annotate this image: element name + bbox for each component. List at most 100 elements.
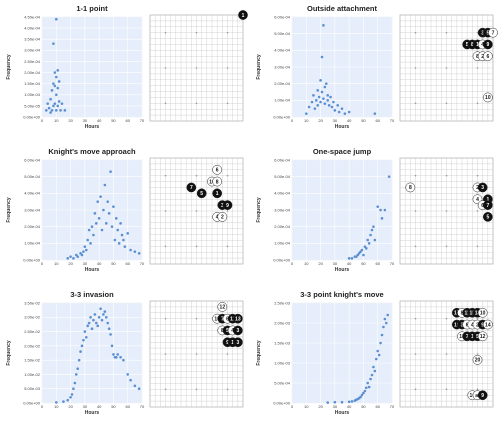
star-point [414,353,417,355]
star-point [226,102,229,105]
star-point [414,245,417,248]
data-point [126,232,130,235]
x-tick-label: 50 [361,404,366,409]
data-point [112,353,115,356]
x-tick-label: 20 [318,118,323,123]
y-tick-label: 1.00e-02 [24,372,41,377]
stone-number: 4 [231,328,234,334]
white-stone [488,27,498,38]
data-point [376,349,380,353]
plot-area [41,302,143,404]
data-point [84,335,88,339]
stone-number: 17 [454,311,460,317]
chart-title: Outside attachment [307,4,378,13]
black-stone [482,212,493,222]
data-point [129,378,132,382]
data-point [93,212,97,215]
x-axis-label: Hours [335,267,350,273]
data-point [70,393,74,396]
stone-number: 13 [475,311,481,317]
stone-number: 8 [409,185,412,191]
white-stone [212,164,223,175]
chart-panel-6: 3-3 point knight's move 0 10 20 30 40 50 60 70 0.… [256,290,395,416]
star-point [164,174,167,177]
star-point [226,210,229,212]
data-point [330,105,334,109]
stone-number: 1 [242,13,245,19]
x-axis-label: Hours [85,124,100,130]
data-point [52,82,55,85]
star-point [226,353,229,355]
x-tick-label: 10 [54,404,59,409]
star-point [226,388,229,391]
stone-number: 19 [454,322,460,328]
data-point [112,205,115,208]
data-point [87,228,91,232]
star-point [414,388,417,391]
stone-number: 5 [466,42,469,48]
white-stone [212,176,223,187]
star-point [476,102,479,105]
x-tick-label: 30 [83,404,88,409]
data-point [364,386,368,390]
data-point [80,344,84,348]
data-point [386,313,390,317]
stone-number: 2 [476,322,479,328]
y-tick-label: 3.50e-02 [24,300,41,305]
data-point [369,233,372,237]
star-point [445,102,448,105]
stone-number: 3 [461,322,464,328]
star-point [476,388,479,391]
stone-number: 2 [481,54,484,60]
stone-number: 9 [481,322,484,328]
data-point [316,89,320,92]
stone-number: 10 [485,95,491,101]
y-tick-label: 5.00e-04 [274,31,291,36]
black-stone [186,182,197,193]
x-tick-label: 20 [68,261,73,266]
x-tick-label: 50 [111,261,116,266]
data-point [92,233,95,237]
data-point [106,200,110,203]
data-point [332,100,335,104]
data-point [96,200,100,203]
data-point [387,175,391,178]
stone-number: 3 [221,203,224,209]
x-tick-label: 60 [125,404,130,409]
data-point [317,95,321,99]
plot-area [291,302,393,404]
y-tick-label: 4.50e-04 [24,14,41,19]
stone-number: 12 [480,334,486,340]
stone-number: 6 [216,168,219,174]
black-stone [222,200,233,210]
data-point [94,321,98,325]
y-axis-label: Frequency [6,197,12,223]
data-point [340,107,344,110]
y-tick-label: 4.00e-04 [274,191,291,196]
data-point [359,395,362,399]
black-stone [482,39,493,50]
y-axis-label: Frequency [256,197,262,223]
data-point [62,400,65,403]
data-point [126,373,130,376]
stone-number: 15 [470,311,476,317]
stone-number: 11 [465,311,471,317]
data-point [99,307,102,311]
data-point [372,365,375,369]
y-tick-label: 2.00e-04 [24,224,41,229]
data-point [363,389,367,393]
data-point [366,381,370,385]
stone-number: 9 [226,203,229,209]
data-point [89,315,92,319]
stone-number: 6 [466,322,469,328]
data-point [337,110,341,114]
data-point [54,93,58,97]
chart-panel-3: Knight's move approach 0 10 20 30 40 50 60 70 0.0… [6,147,145,273]
data-point [320,55,324,59]
data-point [83,245,87,248]
x-tick-label: 10 [304,404,309,409]
y-tick-label: 2.00e-04 [24,70,41,75]
stone-number: 7 [221,316,224,322]
data-point [110,344,114,348]
x-tick-label: 20 [318,404,323,409]
